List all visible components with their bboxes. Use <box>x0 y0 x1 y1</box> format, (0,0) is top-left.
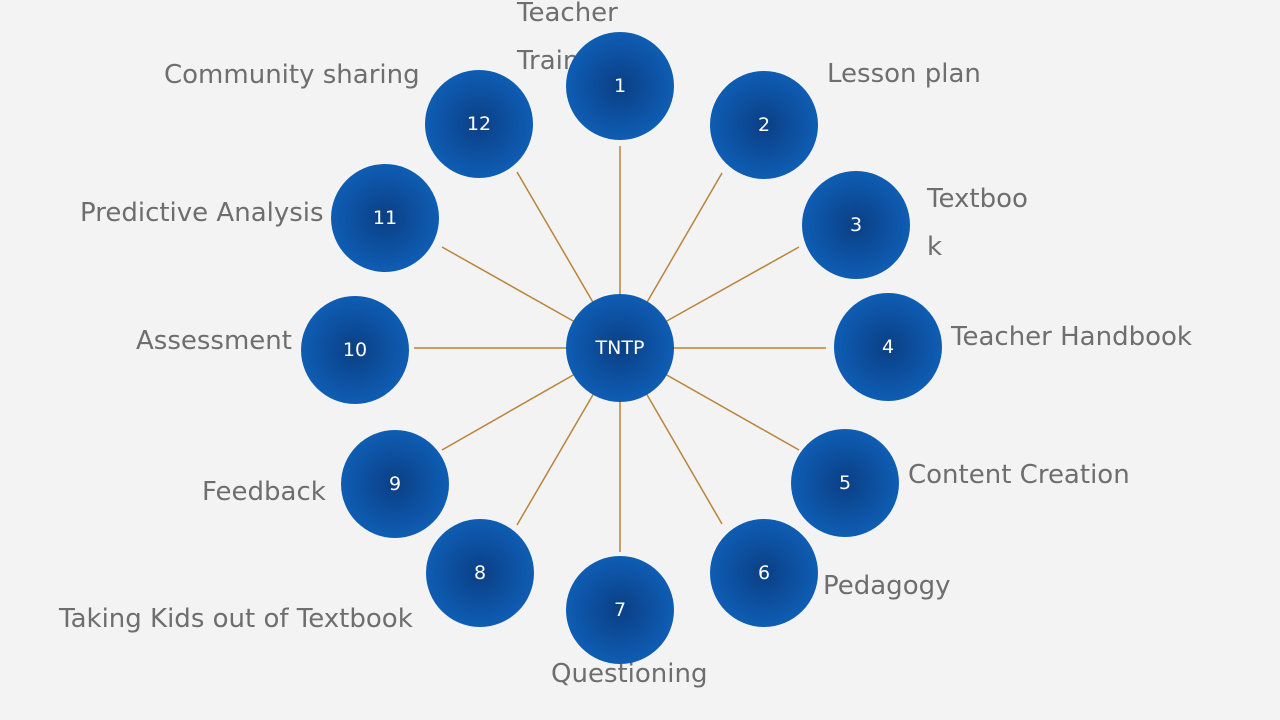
node-number-3: 3 <box>849 214 863 236</box>
node-number-7: 7 <box>613 599 627 621</box>
node-12: 12 <box>425 70 533 178</box>
node-label-4: Teacher Handbook <box>951 322 1192 352</box>
node-label-2: Lesson plan <box>827 59 981 89</box>
node-6: 6 <box>710 519 818 627</box>
node-number-2: 2 <box>757 114 771 136</box>
node-label-3: Textbook <box>927 184 1028 262</box>
node-7: 7 <box>566 556 674 664</box>
node-number-1: 1 <box>613 75 627 97</box>
node-label-9: Feedback <box>202 477 326 507</box>
hub-label: TNTP <box>595 337 645 359</box>
connector-line-9 <box>441 373 576 451</box>
node-number-9: 9 <box>388 473 402 495</box>
node-number-11: 11 <box>372 207 398 229</box>
node-label-6: Pedagogy <box>823 571 951 601</box>
node-10: 10 <box>301 296 409 404</box>
connector-line-2 <box>645 172 723 305</box>
node-label-8: Taking Kids out of Textbook <box>59 604 413 634</box>
node-label-5: Content Creation <box>908 460 1130 490</box>
connector-line-8 <box>516 392 595 526</box>
connector-line-12 <box>516 171 595 305</box>
connector-line-11 <box>441 246 576 323</box>
node-2: 2 <box>710 71 818 179</box>
connector-line-5 <box>664 373 800 451</box>
node-label-10: Assessment <box>136 326 292 356</box>
node-number-10: 10 <box>342 339 368 361</box>
node-number-6: 6 <box>757 562 771 584</box>
node-9: 9 <box>341 430 449 538</box>
node-number-4: 4 <box>881 336 895 358</box>
node-number-12: 12 <box>466 113 492 135</box>
node-label-12: Community sharing <box>164 60 420 90</box>
node-3: 3 <box>802 171 910 279</box>
node-number-5: 5 <box>838 472 852 494</box>
hub-node: TNTP <box>566 294 674 402</box>
node-label-7: Questioning <box>551 659 708 689</box>
node-label-11: Predictive Analysis <box>80 198 324 228</box>
node-11: 11 <box>331 164 439 272</box>
node-number-8: 8 <box>473 562 487 584</box>
node-8: 8 <box>426 519 534 627</box>
node-4: 4 <box>834 293 942 401</box>
connector-line-6 <box>645 392 723 525</box>
node-5: 5 <box>791 429 899 537</box>
connector-line-3 <box>664 246 800 323</box>
node-1: 1 <box>566 32 674 140</box>
